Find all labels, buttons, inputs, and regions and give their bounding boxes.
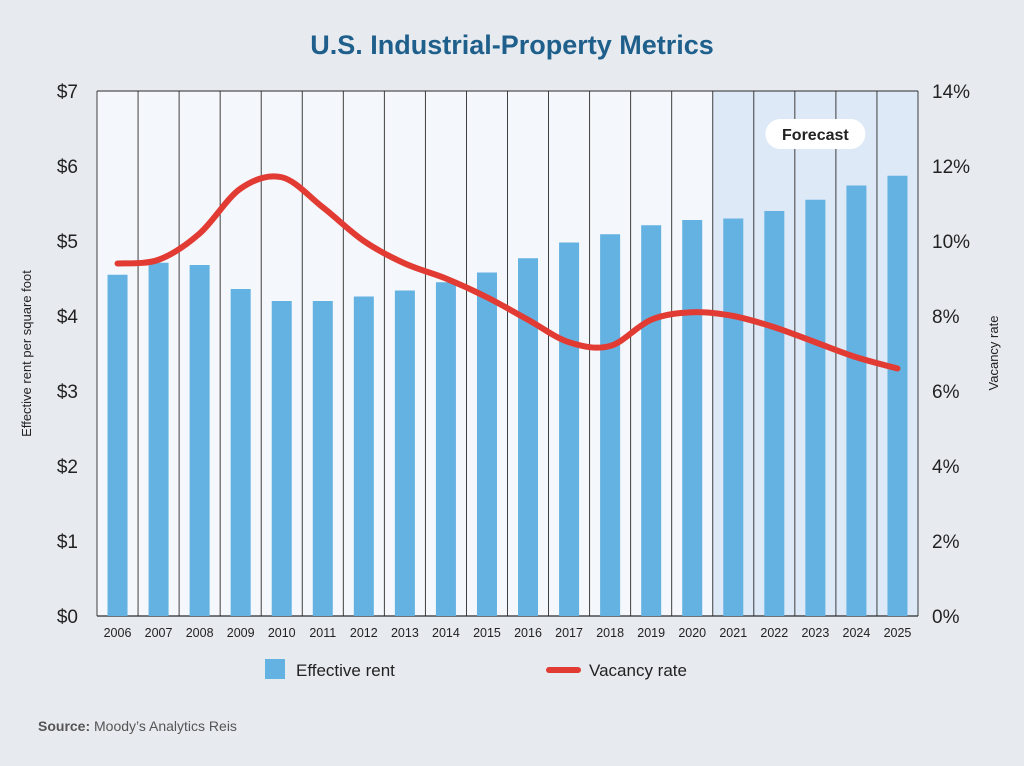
x-tick: 2020 [678,626,706,640]
y-right-tick: 14% [932,82,970,103]
x-tick: 2021 [719,626,747,640]
bar [682,220,703,616]
left-axis-ticks: $0 $1 $2 $3 $4 $5 $6 $7 [57,82,79,628]
x-tick: 2017 [555,626,583,640]
source-note: Source: Moody’s Analytics Reis [38,718,237,734]
x-tick: 2019 [637,626,665,640]
x-tick: 2025 [884,626,912,640]
x-tick: 2008 [186,626,214,640]
y-left-tick: $6 [57,157,78,178]
bar [107,274,128,616]
forecast-pill [765,119,866,149]
y-right-tick: 2% [932,532,960,553]
right-axis-title: Vacancy rate [986,316,1001,391]
bar [764,211,785,616]
bar [189,265,210,616]
chart-title: U.S. Industrial-Property Metrics [310,30,714,60]
x-tick: 2012 [350,626,378,640]
bar [271,301,292,616]
bar [312,301,333,616]
grid-lines [96,90,919,617]
vacancy-line [114,173,901,372]
bar [887,175,908,616]
y-left-tick: $1 [57,532,78,553]
bar [600,234,621,616]
forecast-label: Forecast [782,127,849,144]
y-left-tick: $0 [57,607,78,628]
y-right-tick: 10% [932,232,970,253]
bar [723,218,744,616]
x-tick: 2006 [104,626,132,640]
legend-label-rent: Effective rent [296,661,395,680]
bar [353,296,374,616]
bar [559,242,580,616]
x-tick: 2010 [268,626,296,640]
x-tick: 2013 [391,626,419,640]
x-tick: 2015 [473,626,501,640]
bar [846,185,867,616]
x-tick: 2009 [227,626,255,640]
right-axis-ticks: 0% 2% 4% 6% 8% 10% 12% 14% [932,82,970,628]
y-right-tick: 0% [932,607,960,628]
legend: Effective rent Vacancy rate [265,659,687,680]
x-tick: 2022 [760,626,788,640]
x-tick: 2023 [801,626,829,640]
x-tick: 2014 [432,626,460,640]
source-text: Moody’s Analytics Reis [94,718,237,734]
bar [230,289,251,616]
left-axis-title: Effective rent per square foot [19,270,34,437]
y-left-tick: $5 [57,232,78,253]
y-left-tick: $7 [57,82,78,103]
legend-swatch-rent [265,659,285,679]
bar [394,290,415,616]
y-left-tick: $2 [57,457,78,478]
x-tick: 2018 [596,626,624,640]
forecast-badge: Forecast [765,119,866,149]
x-tick: 2016 [514,626,542,640]
x-tick: 2024 [843,626,871,640]
y-right-tick: 8% [932,307,960,328]
y-right-tick: 12% [932,157,970,178]
y-left-tick: $3 [57,382,78,403]
y-right-tick: 4% [932,457,960,478]
y-right-tick: 6% [932,382,960,403]
bar [805,199,826,616]
x-tick: 2007 [145,626,173,640]
bar [435,282,456,616]
legend-label-vacancy: Vacancy rate [589,661,687,680]
bar [641,225,662,616]
bar [476,272,497,616]
rent-bars [107,175,908,616]
bar [148,262,169,616]
x-tick: 2011 [309,626,336,640]
source-label: Source: [38,718,91,734]
x-axis-ticks: 2006 2007 2008 2009 2010 2011 2012 2013 2014 2015… [104,626,912,640]
bar [518,258,539,616]
y-left-tick: $4 [57,307,79,328]
